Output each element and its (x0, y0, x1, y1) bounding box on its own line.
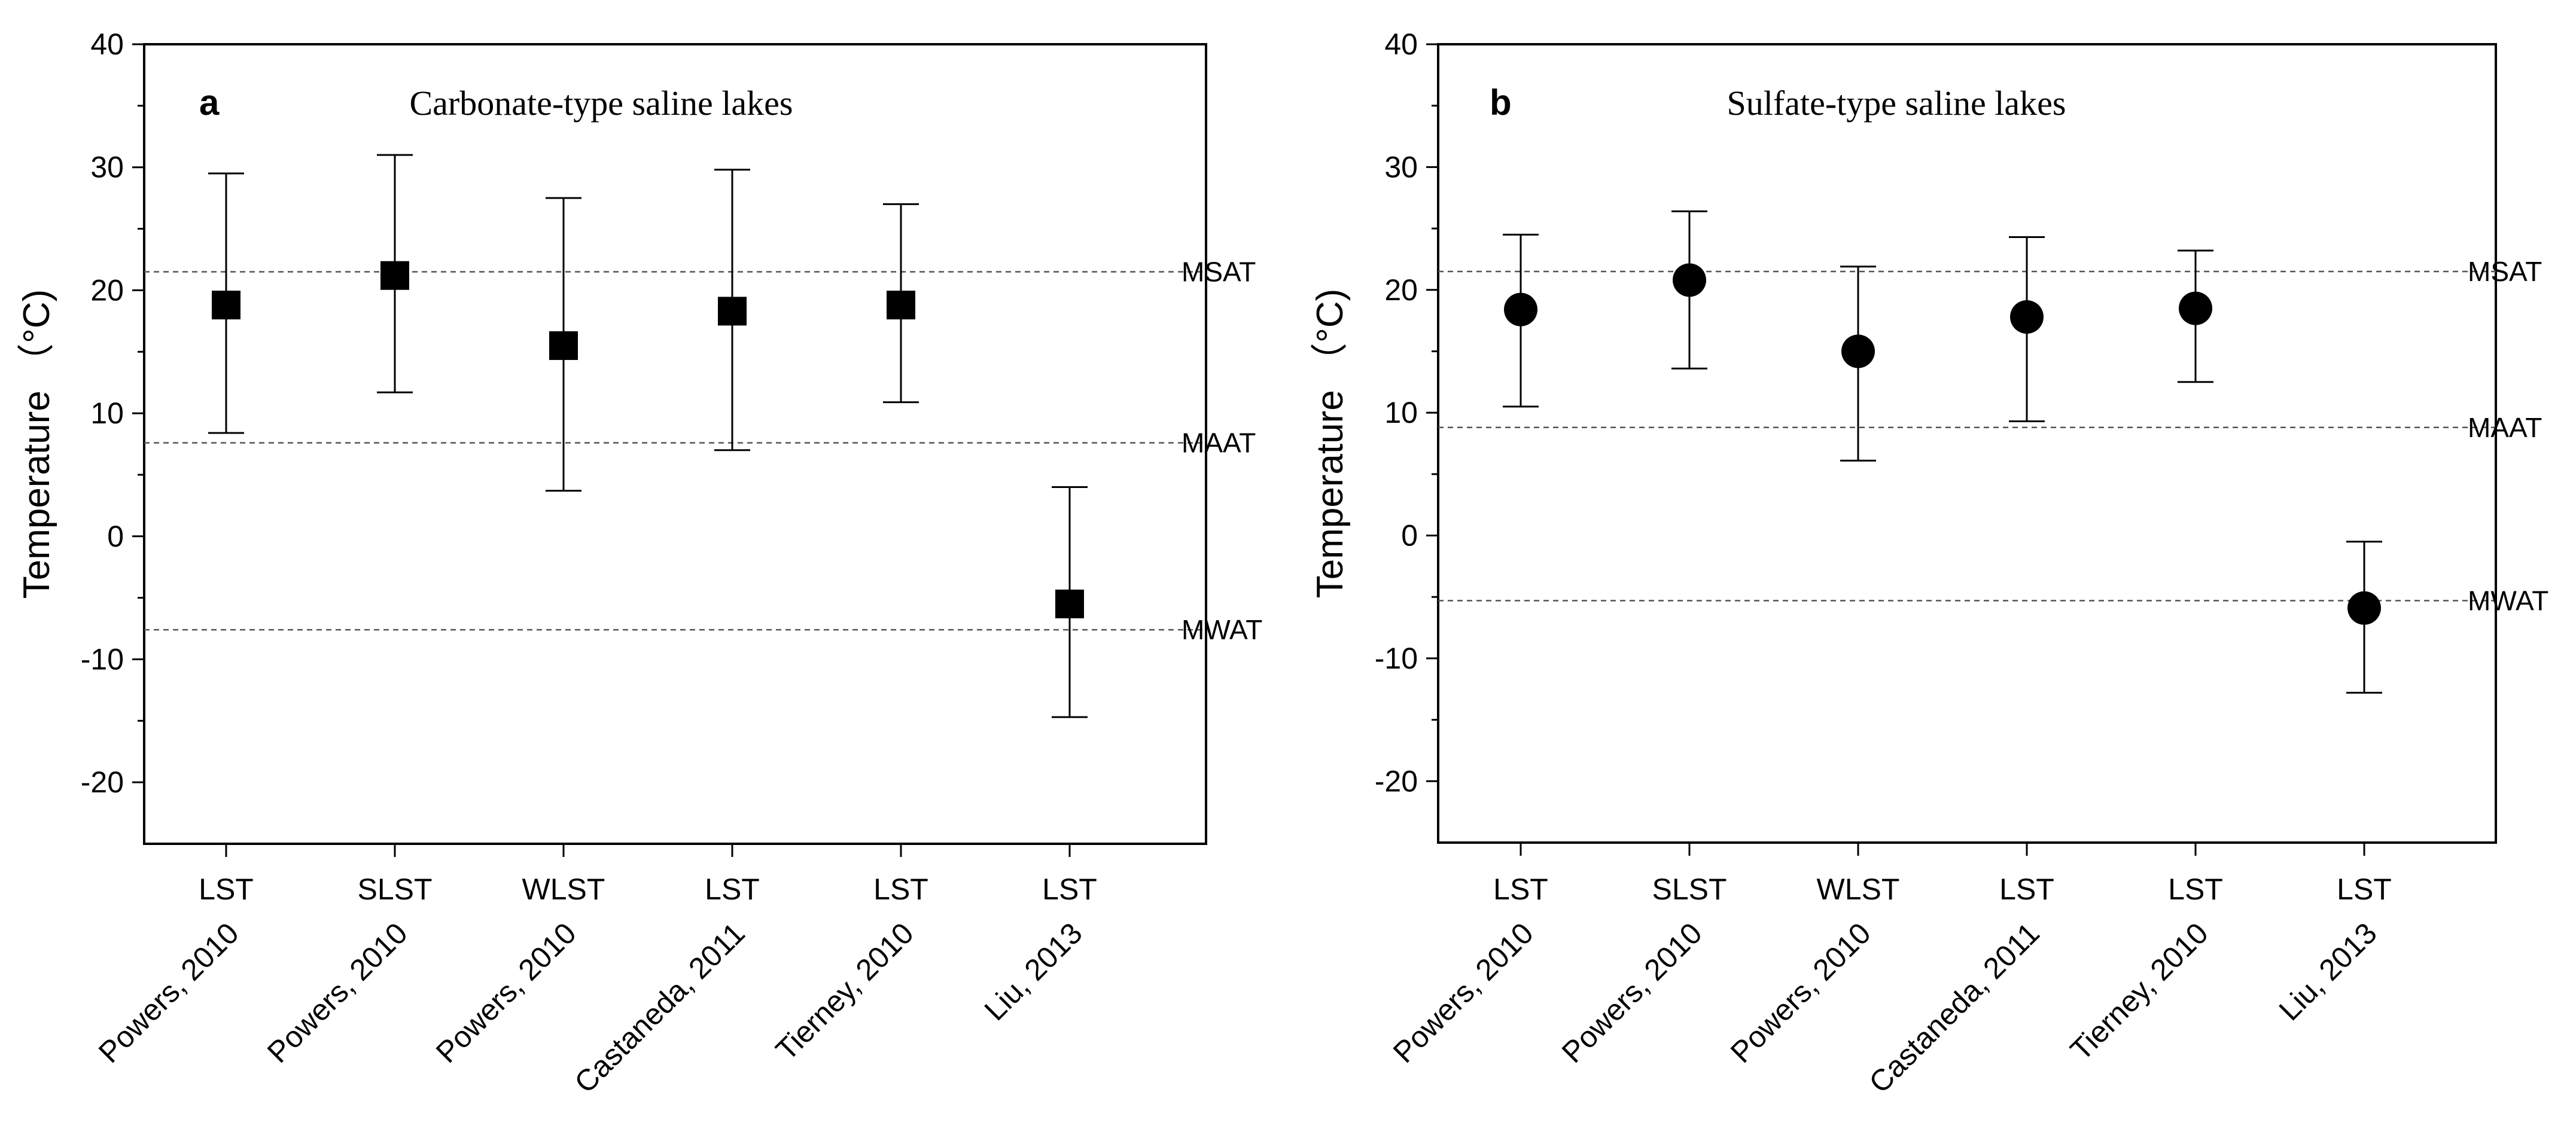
panel-letter: a (199, 83, 220, 123)
x-category-label: LST (1999, 873, 2054, 906)
y-tick-label: 10 (1384, 396, 1418, 429)
data-point-square (718, 297, 747, 326)
y-tick-label: -10 (81, 642, 124, 676)
x-category-source: Powers, 2010 (1724, 916, 1877, 1069)
x-category-label: LST (705, 873, 760, 906)
data-point-circle (1504, 292, 1537, 327)
x-category-source: Castaneda, 2011 (1862, 916, 2045, 1099)
y-tick-label: -10 (1375, 642, 1418, 675)
y-tick-label: 10 (90, 396, 124, 430)
data-point-circle (2179, 291, 2212, 325)
x-category-source: Powers, 2010 (92, 916, 245, 1069)
y-axis-title: Temperature （°C) (16, 289, 57, 599)
data-point-square (380, 261, 409, 290)
x-category-label: LST (873, 873, 928, 906)
y-tick-label: -20 (81, 765, 124, 799)
x-category-source: Powers, 2010 (430, 916, 583, 1069)
x-category-source: Powers, 2010 (1555, 916, 1709, 1069)
x-category-source: Liu, 2013 (2273, 916, 2383, 1027)
data-point-circle (2010, 300, 2044, 334)
x-category-label: WLST (522, 873, 605, 906)
reference-label-mwat: MWAT (1182, 614, 1262, 645)
y-tick-label: 20 (1384, 273, 1418, 307)
y-tick-label: 20 (90, 273, 124, 307)
data-point-square (1055, 589, 1084, 618)
data-point-circle (1841, 334, 1875, 368)
data-point-circle (1673, 263, 1706, 297)
x-category-label: LST (199, 873, 254, 906)
x-category-source: Tierney, 2010 (2064, 916, 2215, 1067)
panel-title: Sulfate-type saline lakes (1727, 84, 2066, 123)
panel-a: -20 -10 0 10 20 30 40 Temperature （°C) a Carbonat… (16, 28, 1262, 1099)
x-category-label: LST (1042, 873, 1097, 906)
y-tick-label: 30 (1384, 150, 1418, 184)
y-tick-label: 0 (107, 520, 124, 553)
plot-frame (1437, 43, 2497, 844)
x-category-label: LST (2337, 873, 2392, 906)
reference-label-mwat: MWAT (2468, 585, 2548, 616)
reference-label-maat: MAAT (2468, 412, 2542, 443)
y-tick-label: 30 (90, 151, 124, 184)
panel-b: -20 -10 0 10 20 30 40 Temperature （°C) b Sulfate-… (1310, 28, 2548, 1099)
data-point-square (212, 291, 240, 320)
x-category-label: SLST (1652, 873, 1727, 906)
data-point-square (549, 331, 578, 360)
x-category-label: WLST (1817, 873, 1900, 906)
y-tick-label: 40 (1384, 28, 1418, 61)
plot-frame (143, 43, 1207, 845)
x-category-label: LST (1493, 873, 1548, 906)
x-category-source: Powers, 2010 (1387, 916, 1540, 1069)
reference-label-maat: MAAT (1182, 427, 1256, 458)
x-category-source: Tierney, 2010 (769, 916, 920, 1067)
y-tick-label: 40 (90, 28, 124, 61)
y-axis-title: Temperature （°C) (1310, 289, 1351, 599)
x-category-label: LST (2168, 873, 2223, 906)
x-category-source: Powers, 2010 (261, 916, 414, 1069)
reference-label-msat: MSAT (2468, 256, 2542, 287)
x-category-source: Castaneda, 2011 (568, 916, 751, 1099)
y-tick-label: -20 (1375, 764, 1418, 798)
y-tick-label: 0 (1401, 519, 1418, 553)
x-category-label: SLST (357, 873, 432, 906)
x-category-source: Liu, 2013 (978, 916, 1089, 1027)
data-point-square (887, 291, 915, 320)
reference-label-msat: MSAT (1182, 257, 1256, 288)
panel-letter: b (1490, 83, 1512, 123)
panel-title: Carbonate-type saline lakes (410, 84, 793, 123)
data-point-circle (2347, 591, 2381, 625)
